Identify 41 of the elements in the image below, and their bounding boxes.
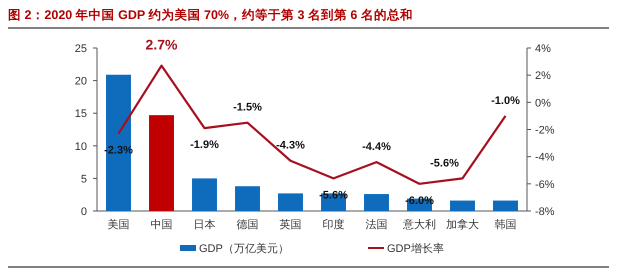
bar (493, 200, 518, 211)
y-tick-label: 0 (80, 206, 87, 218)
x-tick-label: 印度 (322, 218, 344, 231)
y2-tick-label: 4% (535, 43, 552, 55)
y2-tick-label: -4% (535, 152, 555, 164)
y-tick-label: 5 (80, 173, 87, 186)
bar (235, 186, 260, 211)
bar (364, 194, 389, 211)
x-tick-label: 日本 (194, 218, 216, 231)
y2-tick-label: -8% (535, 206, 555, 218)
y-tick-label: 10 (74, 140, 87, 153)
x-tick-label: 英国 (280, 218, 302, 231)
legend-label: GDP（万亿美元） (199, 242, 289, 255)
data-label: -1.0% (491, 94, 520, 107)
data-label: 2.7% (146, 36, 178, 53)
bar (450, 200, 475, 211)
y2-tick-label: -2% (535, 124, 555, 136)
x-tick-label: 美国 (108, 218, 130, 231)
data-label: -4.4% (362, 141, 392, 154)
x-tick-label: 韩国 (494, 218, 516, 231)
x-tick-label: 中国 (150, 218, 172, 231)
data-label: -5.6% (430, 157, 460, 170)
data-label: -4.3% (276, 140, 306, 152)
legend-label: GDP增长率 (387, 242, 444, 255)
y2-tick-label: 2% (535, 70, 552, 82)
x-tick-label: 法国 (366, 218, 388, 231)
y-tick-label: 25 (74, 43, 87, 55)
bar (192, 178, 217, 211)
x-tick-label: 意大利 (402, 218, 436, 231)
bar (106, 74, 131, 211)
y2-tick-label: 0% (535, 97, 552, 110)
bar (149, 115, 174, 211)
chart-title: 图 2：2020 年中国 GDP 约为美国 70%，约等于第 3 名到第 6 名的总和 (8, 7, 413, 22)
y2-tick-label: -6% (535, 178, 555, 191)
bar (278, 193, 303, 211)
y-tick-label: 20 (74, 76, 87, 88)
data-label: -1.9% (190, 139, 220, 152)
x-tick-label: 德国 (236, 219, 258, 231)
y-tick-label: 15 (74, 108, 87, 120)
x-tick-label: 加拿大 (446, 218, 479, 231)
data-label: -1.5% (233, 102, 262, 114)
